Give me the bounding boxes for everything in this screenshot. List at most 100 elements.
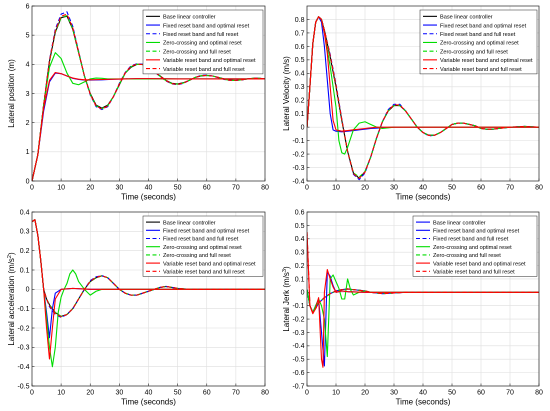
x-tick-label: 80 xyxy=(261,390,269,397)
legend-entry: Fixed reset band and optimal reset xyxy=(440,23,527,29)
y-tick-label: 5 xyxy=(26,33,30,40)
y-tick-label: 0 xyxy=(301,290,305,297)
legend-entry: Variable reset band and optimal reset xyxy=(440,58,533,64)
legend-entry: Base linear controller xyxy=(163,220,216,226)
y-tick-label: 0.6 xyxy=(295,209,305,216)
legend-entry: Zero-crossing and optimal reset xyxy=(163,41,242,47)
x-tick-label: 20 xyxy=(86,185,94,192)
legend-entry: Zero-crossing and full reset xyxy=(433,253,501,259)
y-axis-label-exponent: 2 xyxy=(7,255,13,258)
legend-entry: Zero-crossing and full reset xyxy=(440,49,508,55)
y-tick-label: 3 xyxy=(26,91,30,98)
axes-box xyxy=(306,5,540,182)
y-tick-label: -0.3 xyxy=(17,345,29,352)
legend-entry: Variable reset band and full reset xyxy=(433,270,515,276)
legend-entry: Fixed reset band and optimal reset xyxy=(433,229,520,235)
x-tick-label: 80 xyxy=(261,185,269,192)
y-tick-label: 0.1 xyxy=(295,111,305,118)
y-tick-label: -0.3 xyxy=(292,330,304,337)
x-tick-label: 20 xyxy=(361,185,369,192)
x-tick-label: 40 xyxy=(419,390,427,397)
legend-box xyxy=(142,9,264,75)
x-axis-label: Time (seconds) xyxy=(121,193,176,202)
y-tick-label: -0.2 xyxy=(292,151,304,158)
y-tick-label: -0.1 xyxy=(292,303,304,310)
legend-entry: Base linear controller xyxy=(433,220,486,226)
y-tick-label: -0.3 xyxy=(292,165,304,172)
y-tick-label: 0.4 xyxy=(295,71,305,78)
y-tick-label: -0.1 xyxy=(292,138,304,145)
x-tick-label: 70 xyxy=(232,390,240,397)
y-tick-label: -0.5 xyxy=(292,357,304,364)
x-tick-label: 0 xyxy=(305,185,309,192)
series-line xyxy=(307,16,539,132)
legend: Base linear controller Fixed reset band a… xyxy=(412,215,538,277)
y-tick-label: 0.7 xyxy=(295,30,305,37)
legend: Base linear controller Fixed reset band a… xyxy=(419,9,538,75)
legend-box xyxy=(142,215,264,277)
y-tick-label: -0.5 xyxy=(17,383,29,390)
y-tick-label: 0.5 xyxy=(295,57,305,64)
x-axis-label: Time (seconds) xyxy=(396,193,451,202)
y-axis-label-suffix: ) xyxy=(7,252,16,255)
legend-entry: Variable reset band and optimal reset xyxy=(433,261,526,267)
y-axis-label-suffix: ) xyxy=(282,266,291,269)
legend-entry: Variable reset band and full reset xyxy=(440,67,522,73)
y-tick-label: 0.8 xyxy=(295,17,305,24)
x-tick-label: 0 xyxy=(30,390,34,397)
x-tick-label: 20 xyxy=(361,390,369,397)
legend-entry: Zero-crossing and full reset xyxy=(163,49,231,55)
x-tick-label: 50 xyxy=(174,390,182,397)
y-tick-label: -0.2 xyxy=(17,325,29,332)
panel-lateral-velocity: 0 10 20 30 40 50 60 70 80 -0.4 -0.3 -0.2 -0.1 0 0.1 0.2… xyxy=(282,5,543,202)
legend-entry: Fixed reset band and full reset xyxy=(433,237,509,243)
x-tick-label: 40 xyxy=(145,185,153,192)
legend-entry: Base linear controller xyxy=(163,15,216,21)
y-tick-label: 0.3 xyxy=(295,250,305,257)
x-tick-label: 20 xyxy=(86,390,94,397)
legend: Base linear controller Fixed reset band a… xyxy=(142,9,264,75)
y-tick-label: 6 xyxy=(26,3,30,10)
y-tick-label: 2 xyxy=(26,120,30,127)
legend-entry: Zero-crossing and optimal reset xyxy=(163,245,242,251)
legend-entry: Variable reset band and full reset xyxy=(163,67,245,73)
x-tick-label: 50 xyxy=(448,185,456,192)
x-tick-label: 0 xyxy=(305,390,309,397)
x-tick-label: 60 xyxy=(203,390,211,397)
series-group xyxy=(307,232,539,368)
y-tick-label: -0.1 xyxy=(17,306,29,313)
legend-entry: Base linear controller xyxy=(440,15,493,21)
y-tick-label: 1 xyxy=(26,149,30,156)
legend-entry: Fixed reset band and full reset xyxy=(163,237,239,243)
x-tick-label: 60 xyxy=(477,185,485,192)
y-tick-label: 0.1 xyxy=(295,276,305,283)
x-tick-label: 0 xyxy=(30,185,34,192)
series-group xyxy=(307,16,539,181)
y-axis-label: Lateral acceleration (m/s2) xyxy=(7,252,16,346)
legend: Base linear controller Fixed reset band a… xyxy=(142,215,264,277)
legend-entry: Variable reset band and full reset xyxy=(163,270,245,276)
axes-box xyxy=(31,211,266,387)
x-tick-label: 30 xyxy=(115,390,123,397)
y-tick-label: -0.4 xyxy=(292,178,304,185)
panel-lateral-acceleration: 0 10 20 30 40 50 60 70 80 -0.5 -0.4 -0.3 -0.2 -0.1 0 0.… xyxy=(7,209,269,406)
x-tick-label: 80 xyxy=(535,185,543,192)
y-tick-label: 0.2 xyxy=(20,248,30,255)
legend-box xyxy=(412,215,538,277)
series-line xyxy=(307,232,539,313)
legend-entry: Fixed reset band and full reset xyxy=(163,32,239,38)
x-tick-label: 30 xyxy=(390,390,398,397)
y-axis-label-exponent: 3 xyxy=(282,269,288,272)
y-tick-label: 0 xyxy=(301,125,305,132)
series-line xyxy=(32,13,265,181)
y-tick-label: -0.2 xyxy=(292,316,304,323)
y-tick-label: 0.2 xyxy=(295,98,305,105)
y-axis-label: Lateral Jerk (m/s3) xyxy=(282,266,291,332)
y-axis-label: Lateral position (m) xyxy=(7,59,16,128)
x-tick-label: 80 xyxy=(535,390,543,397)
x-tick-label: 70 xyxy=(506,390,514,397)
series-group xyxy=(32,219,265,368)
y-tick-label: 0.6 xyxy=(295,44,305,51)
legend-entry: Variable reset band and optimal reset xyxy=(163,58,256,64)
